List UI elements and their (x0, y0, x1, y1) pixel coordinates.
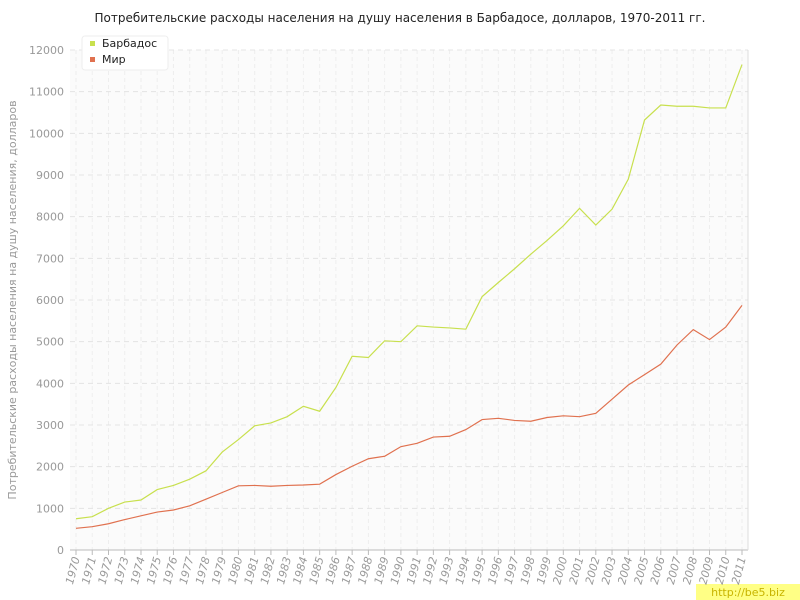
y-tick-label: 2000 (36, 461, 64, 474)
series-line (75, 305, 743, 529)
legend-box (81, 35, 169, 71)
watermark: http://be5.biz (711, 586, 785, 599)
y-tick-label: 11000 (29, 86, 64, 99)
legend-label: Мир (102, 53, 126, 66)
series-line (75, 64, 743, 520)
y-tick-label: 12000 (29, 44, 64, 57)
y-tick-label: 0 (57, 544, 64, 557)
chart-title: Потребительские расходы населения на душ… (95, 11, 706, 25)
y-tick-label: 5000 (36, 336, 64, 349)
legend-label: Барбадос (102, 37, 157, 50)
watermark-bg (696, 584, 800, 600)
y-axis-label: Потребительские расходы населения на душ… (6, 100, 19, 499)
y-tick-label: 9000 (36, 169, 64, 182)
y-tick-label: 3000 (36, 419, 64, 432)
legend-swatch (90, 57, 95, 62)
y-tick-label: 10000 (29, 127, 64, 140)
y-tick-label: 4000 (36, 377, 64, 390)
y-tick-label: 1000 (36, 502, 64, 515)
y-tick-label: 7000 (36, 252, 64, 265)
y-tick-label: 8000 (36, 211, 64, 224)
y-tick-label: 6000 (36, 294, 64, 307)
legend-swatch (90, 41, 95, 46)
